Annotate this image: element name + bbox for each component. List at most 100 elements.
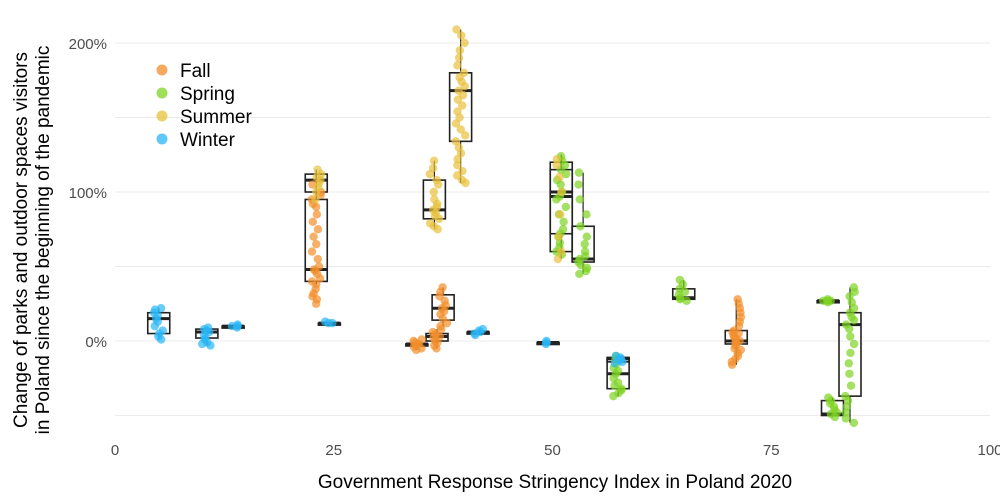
point-fall (307, 277, 317, 286)
legend-swatch-fall (156, 64, 168, 76)
legend-label-summer: Summer (180, 107, 252, 128)
point-spring (682, 296, 691, 305)
point-summer (430, 195, 439, 204)
point-winter (156, 304, 166, 313)
point-spring (841, 414, 851, 423)
point-spring (846, 348, 855, 358)
point-winter (233, 320, 242, 329)
point-spring (675, 275, 685, 285)
point-winter (542, 336, 551, 346)
point-summer (457, 31, 466, 40)
point-fall (733, 295, 742, 304)
point-fall (309, 232, 318, 241)
point-summer (556, 210, 565, 219)
point-summer (429, 156, 439, 165)
x-tick-label: 50 (544, 442, 561, 459)
legend-item-summer: Summer (156, 107, 252, 128)
point-spring (559, 217, 568, 226)
tick-labels: 0 25 50 75 100 0% 100% 200% (69, 36, 1000, 459)
y-axis-title: Change of parks and outdoor spaces visit… (11, 46, 54, 435)
point-winter (203, 323, 213, 332)
x-axis-title: Government Response Stringency Index in … (318, 472, 792, 493)
point-fall (314, 262, 324, 271)
point-summer (461, 131, 470, 140)
legend: Fall Spring Summer Winter (156, 61, 252, 151)
point-fall (312, 239, 321, 249)
point-summer (459, 68, 469, 78)
point-summer (454, 86, 463, 95)
point-spring (582, 210, 591, 219)
y-axis-title-line-2: in Poland since the beginning of the pan… (33, 46, 54, 435)
point-summer (425, 219, 435, 228)
point-summer (453, 107, 462, 116)
point-spring (823, 295, 832, 304)
point-summer (458, 101, 467, 110)
x-tick-label: 100 (977, 442, 1000, 459)
point-spring (575, 195, 585, 204)
point-winter (478, 324, 487, 334)
point-spring (846, 381, 856, 390)
point-summer (313, 165, 322, 174)
point-spring (575, 269, 584, 279)
legend-item-spring: Spring (156, 84, 235, 105)
point-summer (451, 137, 461, 146)
point-spring (841, 391, 850, 401)
point-summer (454, 53, 464, 63)
point-winter (611, 351, 621, 361)
point-summer (460, 38, 469, 48)
point-summer (554, 232, 563, 241)
x-tick-label: 25 (325, 442, 342, 459)
point-spring (561, 202, 571, 212)
point-spring (580, 247, 590, 256)
data-points (149, 25, 859, 428)
grid-lines (115, 42, 990, 416)
point-fall (307, 247, 317, 256)
boxplots (146, 29, 862, 423)
point-spring (849, 418, 859, 428)
point-summer (555, 172, 564, 182)
point-spring (582, 232, 592, 241)
point-summer (311, 195, 320, 204)
point-fall (313, 254, 323, 264)
legend-swatch-summer (156, 110, 168, 122)
point-fall (409, 336, 418, 346)
point-summer (557, 187, 566, 197)
point-summer (428, 163, 438, 173)
x-tick-label: 75 (763, 442, 780, 459)
point-fall (417, 335, 426, 344)
point-fall (436, 321, 445, 331)
point-spring (576, 222, 585, 231)
legend-swatch-spring (156, 87, 168, 99)
point-summer (429, 187, 439, 197)
legend-label-fall: Fall (180, 61, 211, 82)
point-spring (824, 393, 833, 402)
legend-label-spring: Spring (180, 84, 235, 105)
point-fall (438, 283, 447, 292)
point-summer (458, 166, 467, 176)
point-spring (574, 180, 583, 189)
point-fall (428, 327, 437, 337)
point-spring (846, 332, 855, 341)
point-fall (313, 225, 323, 234)
point-summer (552, 160, 561, 170)
point-summer (453, 160, 462, 170)
point-spring (558, 225, 568, 234)
point-summer (452, 25, 461, 34)
point-spring (574, 168, 584, 177)
point-summer (456, 125, 465, 134)
point-spring (845, 369, 854, 378)
point-summer (455, 46, 464, 55)
point-summer (453, 61, 462, 70)
legend-item-winter: Winter (156, 130, 236, 151)
y-tick-label: 100% (69, 185, 107, 202)
point-spring (842, 320, 851, 329)
point-spring (582, 263, 592, 273)
point-summer (552, 155, 562, 164)
legend-item-fall: Fall (156, 61, 211, 82)
point-spring (844, 359, 853, 368)
x-tick-label: 0 (111, 442, 119, 459)
point-summer (556, 247, 566, 256)
point-spring (580, 239, 589, 249)
point-summer (553, 254, 563, 264)
